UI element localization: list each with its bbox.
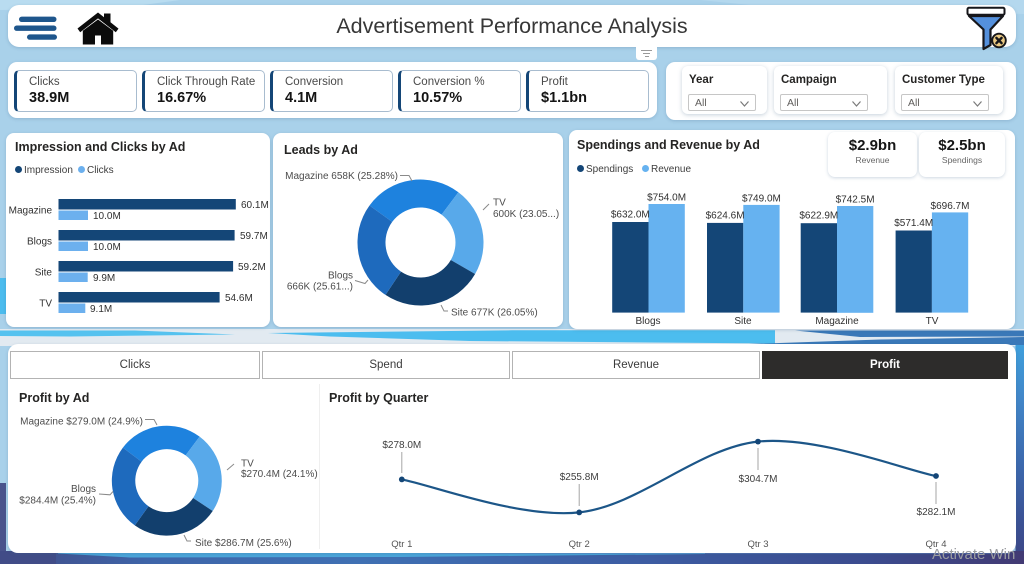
svg-text:Magazine: Magazine — [9, 206, 53, 217]
svg-text:9.1M: 9.1M — [90, 304, 112, 315]
svg-text:Qtr 3: Qtr 3 — [747, 539, 768, 550]
svg-text:59.2M: 59.2M — [238, 262, 266, 273]
svg-text:$304.7M: $304.7M — [739, 474, 778, 485]
svg-text:$284.4M (25.4%): $284.4M (25.4%) — [19, 496, 96, 507]
svg-text:TV: TV — [39, 299, 52, 310]
svg-text:$278.0M: $278.0M — [382, 440, 421, 451]
svg-text:600K (23.05...): 600K (23.05...) — [493, 209, 559, 220]
svg-text:$282.1M: $282.1M — [917, 507, 956, 518]
svg-text:Magazine: Magazine — [815, 316, 859, 327]
svg-text:$270.4M (24.1%): $270.4M (24.1%) — [241, 469, 318, 480]
svg-text:Clicks: Clicks — [87, 165, 114, 176]
svg-text:9.9M: 9.9M — [93, 273, 115, 284]
svg-text:Profit by Quarter: Profit by Quarter — [329, 391, 428, 405]
svg-text:Blogs: Blogs — [328, 271, 353, 282]
svg-text:Magazine $279.0M (24.9%): Magazine $279.0M (24.9%) — [20, 417, 143, 428]
svg-text:Blogs: Blogs — [635, 316, 660, 327]
svg-text:10.0M: 10.0M — [93, 242, 121, 253]
svg-text:Qtr 4: Qtr 4 — [925, 539, 946, 550]
svg-text:Spendings: Spendings — [586, 164, 633, 175]
svg-text:$255.8M: $255.8M — [560, 472, 599, 483]
svg-text:Impression and Clicks by Ad: Impression and Clicks by Ad — [15, 140, 185, 154]
svg-text:54.6M: 54.6M — [225, 293, 253, 304]
svg-text:TV: TV — [241, 459, 254, 470]
svg-text:Site: Site — [734, 316, 752, 327]
svg-text:Blogs: Blogs — [71, 484, 96, 495]
svg-text:Profit by Ad: Profit by Ad — [19, 391, 89, 405]
svg-text:Impression: Impression — [24, 165, 73, 176]
svg-text:Magazine 658K (25.28%): Magazine 658K (25.28%) — [285, 171, 398, 182]
svg-text:TV: TV — [926, 316, 939, 327]
svg-text:$696.7M: $696.7M — [931, 201, 970, 212]
svg-text:$742.5M: $742.5M — [836, 195, 875, 206]
svg-text:$754.0M: $754.0M — [647, 193, 686, 204]
svg-text:Site 677K (26.05%): Site 677K (26.05%) — [451, 308, 538, 319]
svg-text:Site: Site — [35, 268, 53, 279]
svg-text:$571.4M: $571.4M — [894, 218, 933, 229]
svg-text:Qtr 1: Qtr 1 — [391, 539, 412, 550]
svg-text:Spendings and Revenue by Ad: Spendings and Revenue by Ad — [577, 138, 760, 152]
svg-text:Revenue: Revenue — [651, 164, 691, 175]
svg-text:Blogs: Blogs — [27, 237, 52, 248]
svg-text:Site $286.7M (25.6%): Site $286.7M (25.6%) — [195, 538, 292, 549]
svg-text:60.1M: 60.1M — [241, 200, 269, 211]
svg-text:10.0M: 10.0M — [93, 211, 121, 222]
svg-text:$749.0M: $749.0M — [742, 193, 781, 204]
svg-text:Qtr 2: Qtr 2 — [569, 539, 590, 550]
svg-text:666K (25.61...): 666K (25.61...) — [287, 282, 353, 293]
svg-text:59.7M: 59.7M — [240, 231, 268, 242]
svg-text:TV: TV — [493, 198, 506, 209]
svg-text:Leads by Ad: Leads by Ad — [284, 143, 358, 157]
svg-text:$622.9M: $622.9M — [799, 211, 838, 222]
svg-text:$624.6M: $624.6M — [706, 210, 745, 221]
svg-text:$632.0M: $632.0M — [611, 210, 650, 221]
